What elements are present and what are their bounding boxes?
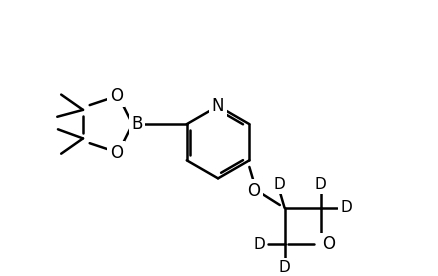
Text: O: O <box>322 235 335 253</box>
Text: B: B <box>131 115 143 133</box>
Text: D: D <box>341 200 352 215</box>
Text: O: O <box>247 182 261 200</box>
Text: D: D <box>253 237 265 251</box>
Text: N: N <box>212 97 224 115</box>
Text: D: D <box>315 177 327 192</box>
Text: D: D <box>274 177 286 192</box>
Text: D: D <box>279 260 290 275</box>
Text: O: O <box>110 87 123 105</box>
Text: O: O <box>110 144 123 162</box>
